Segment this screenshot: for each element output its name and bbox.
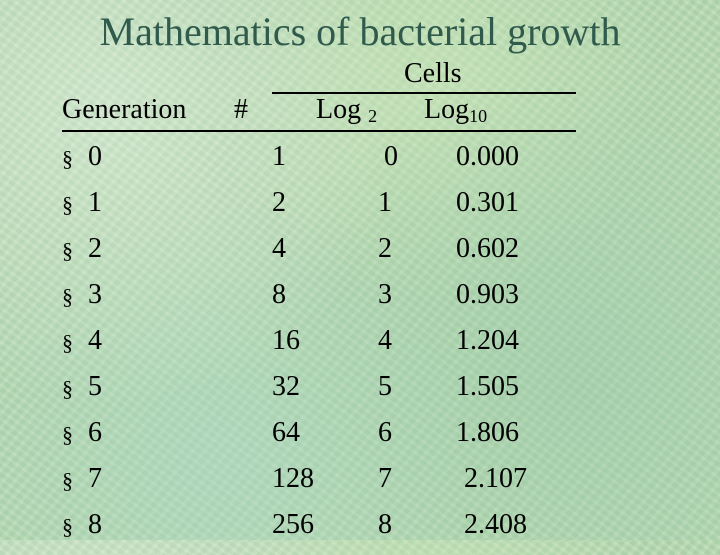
number-header: # (234, 94, 248, 125)
log2-header: Log 2 (316, 94, 377, 132)
log2-cell: 6 (378, 417, 392, 448)
number-cell: 64 (272, 417, 300, 448)
log10-cell: 1.806 (456, 417, 519, 448)
generation-cell: 2 (88, 233, 102, 264)
log10-cell: 0.903 (456, 279, 519, 310)
generation-cell: 1 (88, 187, 102, 218)
generation-cell: 5 (88, 371, 102, 402)
generation-header: Generation (62, 94, 187, 125)
log10-cell: 0.000 (456, 141, 519, 172)
bullet-icon: § (62, 330, 73, 355)
slide-title: Mathematics of bacterial growth (99, 9, 621, 54)
bullet-icon: § (62, 284, 73, 309)
generation-cell: 8 (88, 509, 102, 540)
log2-cell: 0 (384, 141, 398, 172)
log2-cell: 3 (378, 279, 392, 310)
bullet-icon: § (62, 468, 73, 493)
log10-header-base: 10 (469, 106, 488, 126)
generation-cell: 0 (88, 141, 102, 172)
log10-cell: 1.505 (456, 371, 519, 402)
log10-cell: 2.107 (464, 463, 527, 494)
log2-cell: 2 (378, 233, 392, 264)
log10-header-label: Log (424, 94, 470, 125)
table-row: § 4 16 4 1.204 (0, 325, 720, 371)
table-row: § 5 32 5 1.505 (0, 371, 720, 417)
log2-header-label: Log (316, 94, 362, 125)
number-cell: 32 (272, 371, 300, 402)
table-row: § 2 4 2 0.602 (0, 233, 720, 279)
log10-cell: 0.602 (456, 233, 519, 264)
cells-group-header: Cells (404, 58, 462, 89)
log10-cell: 2.408 (464, 509, 527, 540)
generation-cell: 3 (88, 279, 102, 310)
bullet-icon: § (62, 146, 73, 171)
table-row: § 1 2 1 0.301 (0, 187, 720, 233)
generation-cell: 4 (88, 325, 102, 356)
log10-cell: 0.301 (456, 187, 519, 218)
number-cell: 1 (272, 141, 286, 172)
log10-header: Log10 (424, 94, 487, 132)
generation-cell: 6 (88, 417, 102, 448)
number-cell: 4 (272, 233, 286, 264)
table-row: § 3 8 3 0.903 (0, 279, 720, 325)
log2-cell: 8 (378, 509, 392, 540)
table-row: § 6 64 6 1.806 (0, 417, 720, 463)
table-row: § 7 128 7 2.107 (0, 463, 720, 509)
number-cell: 128 (272, 463, 314, 494)
table-row: § 8 256 8 2.408 (0, 509, 720, 555)
bullet-icon: § (62, 376, 73, 401)
log10-cell: 1.204 (456, 325, 519, 356)
bullet-icon: § (62, 238, 73, 263)
log2-cell: 4 (378, 325, 392, 356)
bullet-icon: § (62, 192, 73, 217)
bullet-icon: § (62, 422, 73, 447)
table-row: § 0 1 0 0.000 (0, 141, 720, 187)
log2-cell: 7 (378, 463, 392, 494)
log2-cell: 1 (378, 187, 392, 218)
bullet-icon: § (62, 514, 73, 539)
number-cell: 2 (272, 187, 286, 218)
cells-header-rule (272, 92, 576, 94)
number-cell: 16 (272, 325, 300, 356)
log2-cell: 5 (378, 371, 392, 402)
log2-header-base: 2 (368, 106, 378, 126)
number-cell: 8 (272, 279, 286, 310)
column-header-rule (62, 130, 576, 132)
generation-cell: 7 (88, 463, 102, 494)
number-cell: 256 (272, 509, 314, 540)
